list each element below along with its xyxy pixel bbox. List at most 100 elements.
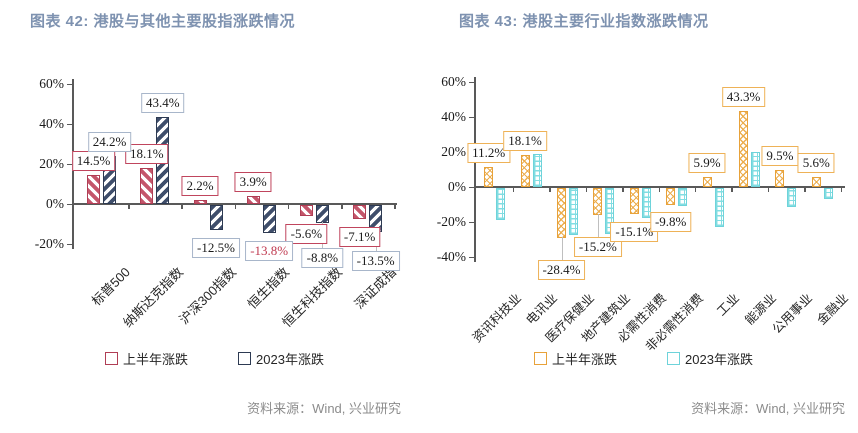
legend-item-2023: 2023年涨跌 (238, 349, 324, 368)
legend-item-first-half: 上半年涨跌 (534, 349, 617, 368)
y-axis (474, 77, 476, 262)
bar-series1-cat1 (532, 153, 542, 187)
bar-series0-cat0 (87, 175, 101, 204)
x-tick (341, 205, 343, 209)
y-tick-label: 60% (39, 76, 64, 91)
bar-series0-cat5 (353, 205, 367, 220)
x-tick (840, 188, 842, 192)
bar-series1-cat3 (262, 205, 276, 233)
label-leader-line (597, 213, 599, 237)
bar-series1-cat4 (641, 188, 651, 218)
bar-series0-cat0 (484, 167, 494, 187)
y-tick-label: -40% (436, 249, 466, 264)
x-axis (475, 186, 845, 189)
bar-series0-cat8 (775, 170, 785, 187)
data-label: -8.8% (301, 248, 344, 269)
legend-swatch-first-half-icon (534, 352, 548, 365)
y-tick-label: -20% (34, 236, 64, 251)
y-tick (67, 123, 73, 125)
figure-43-source-note: 资料来源：Wind, 兴业研究 (691, 401, 845, 416)
data-label: -7.1% (338, 227, 381, 248)
legend-label-first-half: 上半年涨跌 (123, 352, 189, 367)
bar-series0-cat4 (629, 188, 639, 215)
label-leader-line (561, 236, 563, 260)
y-tick-label: 0% (448, 179, 466, 194)
data-label: 5.6% (797, 153, 835, 174)
y-tick-label: 20% (441, 144, 466, 159)
bar-series1-cat0 (496, 188, 506, 220)
legend-swatch-first-half-icon (105, 352, 119, 365)
data-label: 11.2% (467, 143, 511, 164)
bar-series0-cat9 (811, 177, 821, 187)
y-tick (67, 243, 73, 245)
x-tick (804, 188, 806, 192)
data-label: -12.5% (192, 238, 240, 258)
bar-series0-cat3 (593, 188, 603, 215)
y-tick (67, 203, 73, 205)
data-label: -15.2% (573, 236, 622, 257)
bar-series1-cat2 (209, 205, 223, 230)
x-tick (512, 188, 515, 192)
x-tick (658, 188, 660, 192)
y-tick-label: 20% (39, 156, 64, 171)
figure-42-source-note: 资料来源：Wind, 兴业研究 (247, 401, 401, 416)
x-tick (128, 205, 130, 209)
x-tick (234, 205, 237, 209)
bar-series1-cat2 (569, 188, 578, 236)
y-tick-label: 40% (441, 109, 466, 124)
x-tick (622, 188, 624, 192)
x-tick (181, 205, 183, 209)
bar-series0-cat1 (520, 155, 530, 187)
bar-series1-cat8 (787, 188, 797, 208)
data-label: 5.9% (688, 152, 726, 173)
bar-series1-cat4 (315, 205, 329, 223)
x-tick (287, 205, 290, 209)
x-tick (549, 188, 551, 192)
data-label: 2.2% (181, 175, 219, 196)
figure-42-legend: 上半年涨跌 2023年涨跌 (0, 349, 429, 368)
legend-label-2023: 2023年涨跌 (256, 352, 324, 367)
y-tick (67, 83, 73, 85)
data-label: -9.8% (649, 212, 692, 233)
data-label: 43.4% (141, 93, 185, 114)
bar-series0-cat3 (246, 196, 260, 204)
bar-series1-cat5 (678, 188, 688, 206)
data-label: 14.5% (71, 151, 116, 171)
legend-label-2023: 2023年涨跌 (685, 352, 753, 367)
y-tick (469, 221, 475, 223)
legend-swatch-2023-icon (238, 352, 252, 365)
data-label: 43.3% (721, 87, 766, 108)
bar-series0-cat4 (299, 205, 313, 217)
data-label: -13.8% (245, 240, 294, 261)
bar-series1-cat9 (823, 188, 833, 199)
bar-series0-cat7 (739, 111, 748, 187)
legend-label-first-half: 上半年涨跌 (552, 352, 618, 367)
data-label: 9.5% (761, 146, 799, 167)
y-tick (469, 256, 475, 258)
bar-series0-cat1 (140, 167, 154, 204)
y-tick-label: -20% (436, 214, 466, 229)
x-tick (767, 188, 770, 192)
y-tick-label: 0% (46, 196, 64, 211)
bar-series1-cat6 (714, 188, 724, 227)
bar-series0-cat2 (193, 199, 207, 204)
y-tick (469, 81, 475, 83)
bar-series0-cat6 (702, 176, 712, 187)
data-label: 24.2% (87, 131, 132, 152)
figure-43-title: 图表 43: 港股主要行业指数涨跌情况 (459, 13, 709, 30)
x-tick (731, 188, 733, 192)
data-label: -15.1% (610, 222, 659, 243)
data-label: 18.1% (503, 131, 547, 152)
figure-42-title: 图表 42: 港股与其他主要股指涨跌情况 (30, 13, 296, 30)
bar-series1-cat7 (751, 152, 760, 187)
bar-series0-cat2 (557, 188, 566, 238)
figure-43: 图表 43: 港股主要行业指数涨跌情况 60% 40% 20% 0% -20% -40% 1… (429, 0, 858, 433)
data-label: -13.5% (351, 251, 400, 272)
figure-42: 图表 42: 港股与其他主要股指涨跌情况 60% 40% 20% 0% -20% 14.5… (0, 13, 429, 416)
figure-43-chart-area: 60% 40% 20% 0% -20% -40% 11.2% 18.1% -28.4% -15.2… (429, 0, 858, 433)
legend-item-2023: 2023年涨跌 (667, 349, 753, 368)
bar-series0-cat5 (666, 188, 676, 206)
y-tick (469, 186, 475, 188)
data-label: -28.4% (537, 259, 586, 280)
